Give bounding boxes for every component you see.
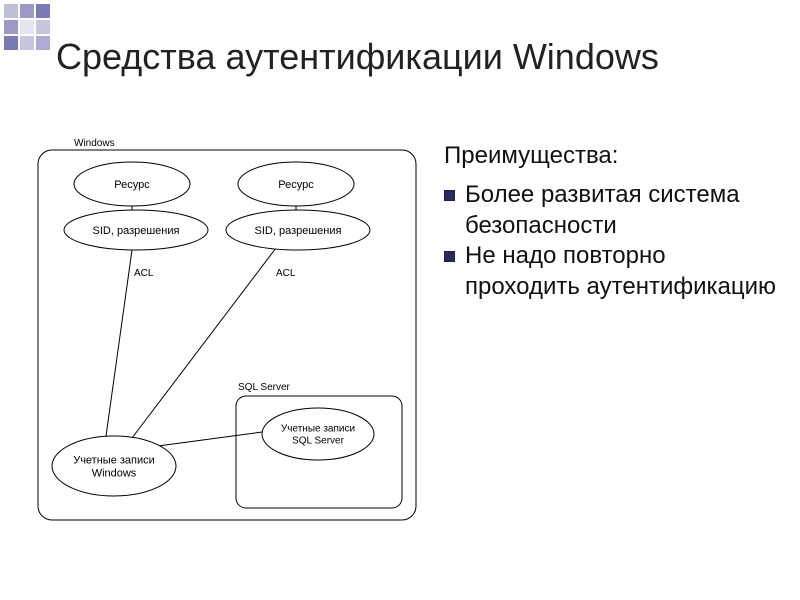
corner-decor bbox=[4, 4, 50, 50]
bullets-block: Преимущества: Более развитая система без… bbox=[444, 142, 784, 303]
bullet-text: Более развитая система безопасности bbox=[465, 180, 784, 241]
bullet-square-icon bbox=[444, 251, 455, 262]
svg-text:Ресурс: Ресурс bbox=[114, 179, 150, 191]
bullet-item: Более развитая система безопасности bbox=[444, 180, 784, 241]
svg-text:ACL: ACL bbox=[276, 268, 296, 279]
svg-text:Windows: Windows bbox=[92, 467, 137, 479]
bullet-square-icon bbox=[444, 190, 455, 201]
bullet-text: Не надо повторно проходить аутентификаци… bbox=[465, 241, 784, 302]
diagram: Windows SQL Server ACL ACL Ресурс Ресурс SID, … bbox=[32, 136, 422, 536]
bullets-heading: Преимущества: bbox=[444, 142, 784, 170]
svg-text:Ресурс: Ресурс bbox=[278, 179, 314, 191]
slide-title: Средства аутентификации Windows bbox=[56, 36, 659, 78]
svg-text:SID, разрешения: SID, разрешения bbox=[255, 225, 342, 237]
svg-text:Учетные записи: Учетные записи bbox=[281, 424, 355, 435]
svg-text:SQL Server: SQL Server bbox=[292, 436, 345, 447]
svg-text:SID, разрешения: SID, разрешения bbox=[93, 225, 180, 237]
bullet-item: Не надо повторно проходить аутентификаци… bbox=[444, 241, 784, 302]
svg-text:SQL Server: SQL Server bbox=[238, 382, 291, 393]
svg-text:Учетные записи: Учетные записи bbox=[73, 454, 155, 466]
svg-text:Windows: Windows bbox=[74, 138, 115, 149]
svg-text:ACL: ACL bbox=[134, 268, 154, 279]
